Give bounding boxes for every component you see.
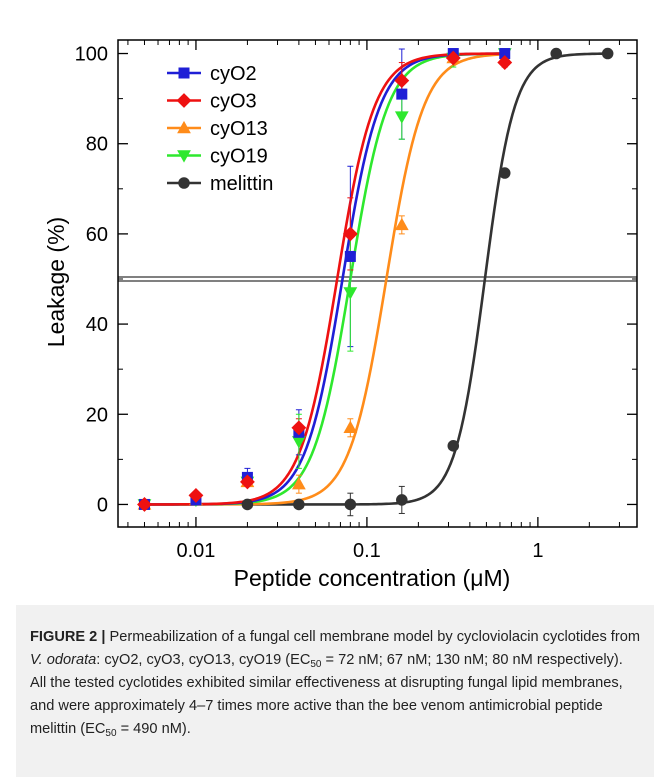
legend-marker-cyO2: [178, 67, 190, 79]
data-point-cyO13: [292, 477, 306, 490]
leakage-chart: 0 20 40 60 80 100 0.01 0.1 1 cyO2 cyO3 cyO13 cyO19 m…: [43, 39, 638, 591]
data-point-melittin: [293, 498, 305, 511]
x-tick-label: 1: [532, 540, 543, 562]
data-point-melittin: [498, 167, 511, 179]
data-point-cyO3: [291, 420, 307, 436]
legend-label-cyO2: cyO2: [210, 63, 257, 85]
data-point-cyO3: [239, 474, 255, 490]
fit-curve-cyO19: [144, 52, 505, 506]
caption-text-2: : cyO2, cyO3, cyO13, cyO19 (EC: [96, 652, 311, 668]
y-tick-label: 20: [86, 404, 108, 426]
legend-label-cyO3: cyO3: [210, 91, 257, 113]
figure-caption: FIGURE 2 | Permeabilization of a fungal …: [30, 626, 642, 741]
caption-text-3: = 72 nM; 67 nM; 130 nM; 80 nM respective…: [30, 652, 623, 737]
legend-marker-cyO13: [177, 120, 191, 134]
data-point-cyO3: [342, 226, 358, 242]
x-tick-label: 0.1: [353, 540, 381, 562]
legend-label-cyO13: cyO13: [210, 118, 268, 140]
data-point-cyO3: [137, 497, 152, 512]
caption-species: V. odorata: [30, 652, 97, 668]
data-point-melittin: [447, 440, 460, 452]
caption-subscript-2: 50: [105, 728, 117, 739]
legend-marker-melittin: [178, 177, 190, 189]
fit-curve-cyO13: [144, 52, 505, 506]
fit-curve-cyO2: [144, 52, 505, 506]
legend-label-melittin: melittin: [210, 173, 273, 195]
plot-frame: [117, 39, 638, 528]
y-tick-label: 80: [86, 134, 108, 156]
caption-text-4: = 490 nM).: [116, 721, 191, 737]
y-tick-label: 0: [97, 494, 108, 516]
data-point-cyO19: [292, 436, 306, 449]
y-tick-label: 100: [75, 44, 108, 66]
y-tick-label: 40: [86, 314, 108, 336]
x-axis-label: Peptide concentration (μM): [234, 565, 511, 591]
y-tick-label: 60: [86, 224, 108, 246]
data-point-cyO19: [343, 287, 358, 300]
legend-marker-cyO3: [176, 93, 192, 108]
caption-label: FIGURE 2 |: [30, 629, 106, 645]
caption-text-1: Permeabilization of a fungal cell membra…: [105, 629, 641, 645]
figure-caption-box: FIGURE 2 | Permeabilization of a fungal …: [16, 605, 654, 777]
data-point-cyO13: [394, 217, 409, 231]
y-axis-label: Leakage (%): [43, 217, 69, 347]
data-point-melittin: [550, 47, 562, 60]
data-point-cyO3: [394, 73, 410, 89]
data-point-melittin: [601, 47, 614, 60]
x-tick-label: 0.01: [176, 540, 215, 562]
fit-curve-melittin: [247, 52, 608, 506]
data-point-cyO3: [188, 488, 204, 503]
caption-subscript-1: 50: [310, 659, 322, 670]
data-point-cyO2: [344, 250, 356, 262]
data-point-cyO19: [394, 111, 409, 124]
data-point-melittin: [344, 498, 357, 511]
data-point-cyO3: [497, 55, 513, 70]
data-point-cyO2: [396, 88, 408, 100]
chart: 0 20 40 60 80 100 0.01 0.1 1 cyO2 cyO3 cyO13 cyO19 m…: [43, 39, 638, 591]
data-point-cyO13: [343, 420, 358, 434]
data-point-melittin: [396, 494, 408, 506]
data-point-cyO2: [499, 48, 511, 60]
legend-marker-cyO19: [177, 150, 191, 163]
fit-curve-cyO3: [144, 52, 505, 506]
legend-label-cyO19: cyO19: [210, 146, 268, 168]
data-point-cyO3: [445, 50, 461, 66]
data-point-melittin: [241, 498, 254, 511]
